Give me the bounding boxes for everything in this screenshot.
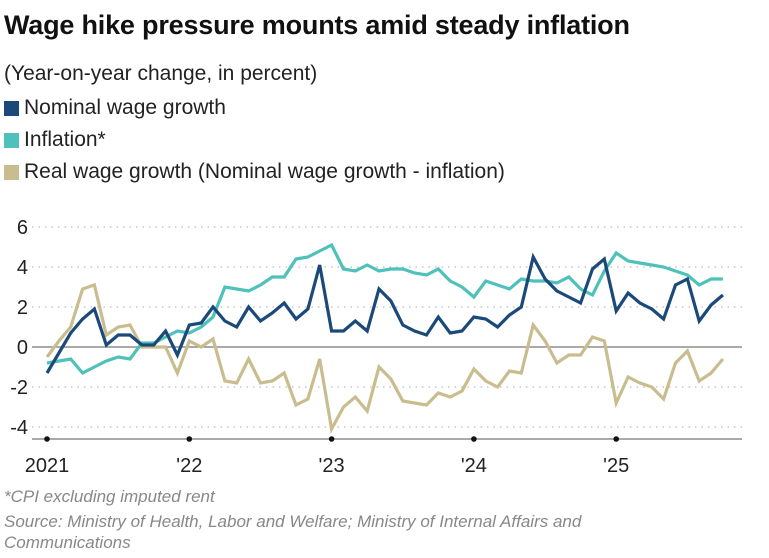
x-tick-label: '25 xyxy=(603,455,629,477)
y-tick-label: -4 xyxy=(10,417,28,439)
chart-subtitle: (Year-on-year change, in percent) xyxy=(4,62,318,85)
y-tick-label: -2 xyxy=(10,377,28,399)
y-tick-label: 4 xyxy=(17,257,28,279)
y-tick-label: 2 xyxy=(17,297,28,319)
y-tick-label: 0 xyxy=(17,337,28,359)
legend-label: Inflation* xyxy=(24,128,106,151)
x-tick-label: '23 xyxy=(319,455,345,477)
x-tick-dot xyxy=(44,436,50,442)
legend-item-nominal: Nominal wage growth xyxy=(4,96,226,120)
legend-swatch xyxy=(4,100,19,116)
footnote: *CPI excluding imputed rent xyxy=(4,487,215,506)
x-tick-dot xyxy=(613,436,619,442)
x-tick-label: '24 xyxy=(461,455,487,477)
source-note: Source: Ministry of Health, Labor and We… xyxy=(4,512,582,531)
legend-label: Nominal wage growth xyxy=(24,96,226,119)
chart-title: Wage hike pressure mounts amid steady in… xyxy=(4,10,630,40)
x-tick-label: '22 xyxy=(176,455,202,477)
line-chart: 6 4 2 0 -2 -4 2021 '22 '23 '24 '25 xyxy=(10,217,742,477)
source-note-cont: Communications xyxy=(4,533,131,552)
legend-label: Real wage growth (Nominal wage growth - … xyxy=(24,160,505,183)
x-tick-dot xyxy=(328,436,335,442)
x-tick-dot xyxy=(471,436,477,442)
series-line-real xyxy=(45,282,725,434)
y-tick-label: 6 xyxy=(17,217,28,239)
legend-swatch xyxy=(4,164,19,180)
series-line-inflation xyxy=(46,242,723,375)
series-line-nominal xyxy=(45,252,724,374)
legend-item-inflation: Inflation* xyxy=(4,128,106,152)
legend-item-real: Real wage growth (Nominal wage growth - … xyxy=(4,160,505,184)
x-tick-label: 2021 xyxy=(25,455,70,477)
legend-swatch xyxy=(4,132,19,148)
x-tick-dot xyxy=(186,436,193,442)
